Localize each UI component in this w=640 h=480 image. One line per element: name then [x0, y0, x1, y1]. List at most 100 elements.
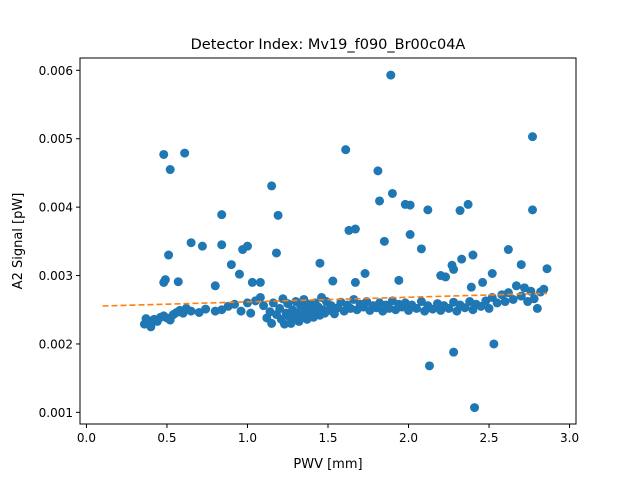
y-tick-label: 0.003 [39, 269, 73, 283]
data-point [447, 260, 457, 270]
data-point [529, 294, 539, 304]
data-point [226, 260, 236, 270]
data-point [217, 240, 227, 250]
data-point [210, 281, 220, 291]
chart-title: Detector Index: Mv19_f090_Br00c04A [191, 37, 466, 53]
data-point [463, 199, 473, 209]
data-point [457, 254, 467, 264]
data-point [539, 284, 549, 294]
data-point [247, 277, 257, 287]
data-point [360, 268, 370, 278]
x-axis-label: PWV [mm] [293, 457, 362, 472]
data-point [489, 339, 499, 349]
data-point [405, 230, 415, 240]
data-point [500, 297, 510, 307]
data-point [449, 347, 459, 357]
data-point [349, 294, 359, 304]
data-point [234, 269, 244, 279]
data-point [246, 308, 256, 318]
y-tick-label: 0.006 [39, 64, 73, 78]
data-point [180, 148, 190, 158]
data-point [350, 224, 360, 234]
data-point [267, 318, 277, 328]
data-point [375, 196, 385, 206]
data-point [341, 145, 351, 155]
data-point [468, 250, 478, 260]
data-point [275, 303, 285, 313]
data-point [412, 303, 422, 313]
data-point [315, 258, 325, 268]
data-point [242, 298, 252, 308]
data-point [470, 403, 480, 413]
data-point [528, 205, 538, 215]
data-points [139, 70, 552, 413]
x-tick-label: 1.5 [318, 431, 337, 445]
x-axis-ticks: 0.0 0.5 1.0 1.5 2.0 2.5 3.0 [77, 424, 579, 445]
data-point [230, 299, 240, 309]
fit-line [102, 292, 548, 307]
data-point [373, 166, 383, 176]
data-point [487, 268, 497, 278]
data-point [164, 250, 174, 260]
x-tick-label: 0.5 [157, 431, 176, 445]
data-point [386, 70, 396, 80]
data-point [159, 149, 169, 159]
data-point [416, 244, 426, 254]
data-point [201, 304, 211, 314]
data-point [424, 361, 434, 371]
plot-background [80, 58, 576, 424]
data-point [405, 200, 415, 210]
y-tick-label: 0.004 [39, 201, 73, 215]
data-point [516, 260, 526, 270]
data-point [350, 277, 360, 287]
plot-area [79, 57, 577, 425]
data-point [160, 275, 170, 285]
data-point [173, 277, 183, 287]
data-point [186, 238, 196, 248]
x-tick-label: 2.5 [479, 431, 498, 445]
data-point [394, 275, 404, 285]
data-point [165, 165, 175, 175]
data-point [492, 298, 502, 308]
x-tick-label: 1.0 [238, 431, 257, 445]
data-point [460, 303, 470, 313]
data-point [532, 303, 542, 313]
x-tick-label: 2.0 [399, 431, 418, 445]
y-tick-label: 0.005 [39, 132, 73, 146]
data-point [217, 210, 227, 220]
data-point [379, 236, 389, 246]
y-axis-label: A2 Signal [pW] [11, 193, 26, 290]
data-point [387, 188, 397, 198]
data-point [186, 306, 196, 316]
data-point [484, 303, 494, 313]
data-point [146, 322, 156, 332]
data-point [508, 294, 518, 304]
y-tick-label: 0.002 [39, 337, 73, 351]
data-point [273, 210, 283, 220]
data-point [511, 281, 521, 291]
data-point [528, 132, 538, 142]
data-point [236, 306, 246, 316]
data-point [416, 297, 426, 307]
data-point [271, 248, 281, 258]
y-axis-ticks: 0.001 0.002 0.003 0.004 0.005 0.006 [39, 64, 80, 420]
data-point [255, 277, 265, 287]
data-point [441, 272, 451, 282]
data-point [542, 264, 552, 274]
data-point [255, 292, 265, 302]
data-point [328, 276, 338, 286]
fit-line-layer [102, 292, 548, 307]
data-point [455, 206, 465, 216]
x-tick-label: 0.0 [77, 431, 96, 445]
data-point [267, 181, 277, 191]
data-point [444, 303, 454, 313]
data-point [259, 301, 269, 311]
data-point [478, 277, 488, 287]
data-point [466, 282, 476, 292]
data-point [242, 241, 252, 251]
x-tick-label: 3.0 [560, 431, 579, 445]
data-point [503, 245, 513, 255]
y-tick-label: 0.001 [39, 406, 73, 420]
data-point [423, 205, 433, 215]
